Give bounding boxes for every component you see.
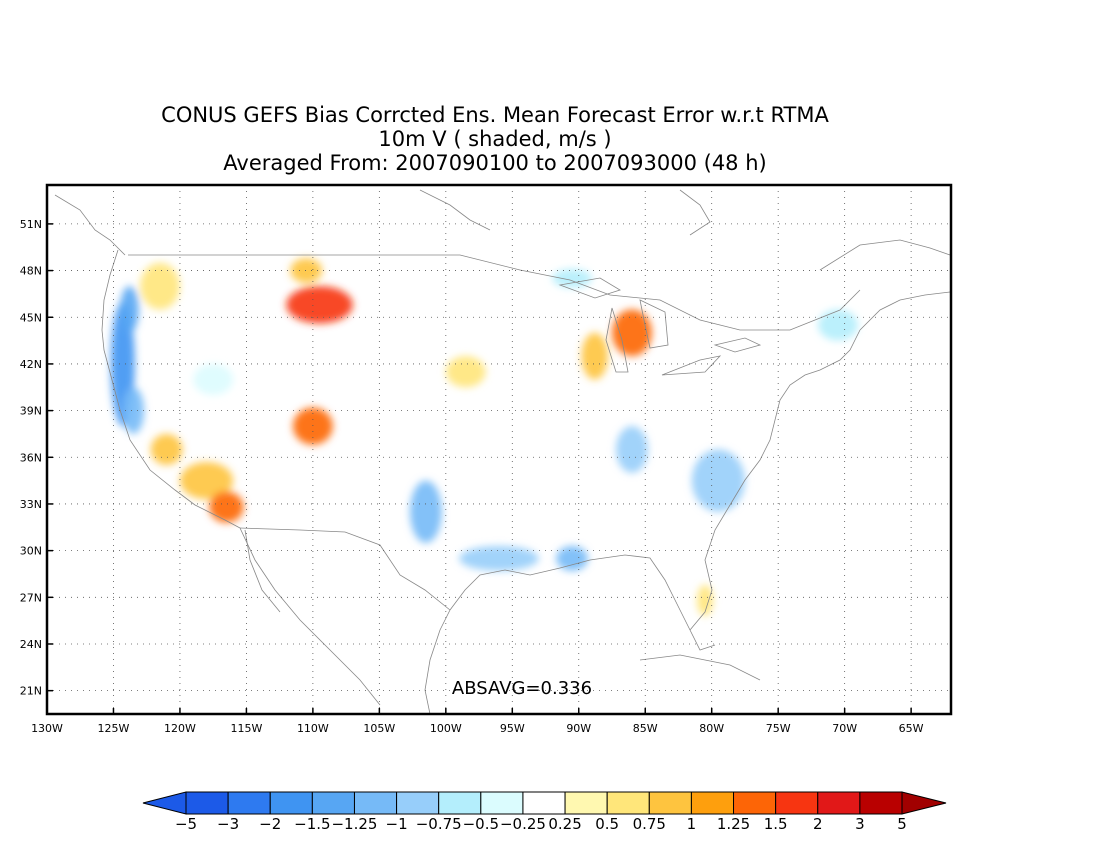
colorbar-swatch-2 <box>269 791 313 815</box>
lat-tick-label: 45N <box>20 311 42 324</box>
field-blob-21 <box>193 363 234 396</box>
field-blob-17 <box>552 269 593 288</box>
colorbar-swatch-7 <box>480 791 524 815</box>
lon-tick-label: 75W <box>766 722 791 735</box>
colorbar-label: 2 <box>813 815 823 833</box>
lat-tick-label: 51N <box>20 218 42 231</box>
coastlines-and-borders <box>54 189 951 714</box>
colorbar-label: −0.5 <box>463 815 499 833</box>
lat-tick-label: 48N <box>20 265 42 278</box>
field-blob-9 <box>292 407 333 445</box>
colorbar-swatch-16 <box>859 791 903 815</box>
colorbar-swatch-10 <box>606 791 650 815</box>
colorbar-swatch-13 <box>733 791 777 815</box>
lat-tick-label: 24N <box>20 638 42 651</box>
title-line-2: 10m V ( shaded, m/s ) <box>378 127 612 151</box>
colorbar-label: −3 <box>217 815 239 833</box>
field-blob-10 <box>409 480 442 543</box>
colorbar-swatch-14 <box>775 791 819 815</box>
colorbar-swatch-12 <box>690 791 735 815</box>
colorbar: −5 −3 −2 −1.5 −1.25 −1 −0.75 −0.5 −0.25 0.25 0.5 0.… <box>142 791 947 833</box>
field-blob-12 <box>556 545 589 571</box>
lon-tick-label: 115W <box>230 722 262 735</box>
colorbar-label: 5 <box>897 815 907 833</box>
field-blob-1 <box>120 286 139 333</box>
field-blob-2 <box>122 387 145 434</box>
colorbar-label: −2 <box>259 815 281 833</box>
colorbar-swatch-6 <box>438 791 482 815</box>
colorbar-label: 1.25 <box>717 815 750 833</box>
colorbar-swatch-5 <box>396 791 440 815</box>
lat-tick-label: 21N <box>20 685 42 698</box>
field-blob-15 <box>615 426 648 473</box>
lat-tick-label: 39N <box>20 405 42 418</box>
lon-tick-label: 70W <box>832 722 857 735</box>
field-blob-6 <box>209 491 244 523</box>
lon-tick-label: 65W <box>899 722 924 735</box>
map-frame <box>45 183 953 716</box>
colorbar-label: −1.5 <box>294 815 330 833</box>
lon-tick-label: 120W <box>164 722 196 735</box>
colorbar-swatch-9 <box>564 791 608 815</box>
field-blob-16 <box>691 449 745 512</box>
colorbar-label: 0.75 <box>633 815 666 833</box>
colorbar-label: −0.75 <box>416 815 462 833</box>
absavg-annotation: ABSAVG=0.336 <box>452 678 592 699</box>
colorbar-swatch-4 <box>353 791 398 815</box>
colorbar-left-arrow <box>142 791 187 815</box>
field-blob-7 <box>286 286 353 324</box>
colorbar-label: −5 <box>175 815 197 833</box>
lon-tick-label: 90W <box>566 722 591 735</box>
colorbar-swatch-3 <box>311 791 355 815</box>
title-line-1: CONUS GEFS Bias Corrcted Ens. Mean Forec… <box>161 103 829 127</box>
colorbar-label: 3 <box>855 815 865 833</box>
lon-tick-label: 95W <box>500 722 525 735</box>
colorbar-label: −1.25 <box>331 815 377 833</box>
lon-tick-label: 80W <box>699 722 724 735</box>
lat-tick-label: 30N <box>20 545 42 558</box>
field-blob-13 <box>612 309 652 357</box>
colorbar-label: 0.5 <box>595 815 619 833</box>
title-line-3: Averaged From: 2007090100 to 2007093000 … <box>223 151 767 175</box>
lat-tick-label: 27N <box>20 591 42 604</box>
field-blob-5 <box>179 461 234 500</box>
lon-tick-label: 110W <box>297 722 329 735</box>
colorbar-label: 1 <box>687 815 697 833</box>
axis-ticks: 130W 125W 120W 115W 110W 105W 100W 95W 90W 85W 80W… <box>20 218 924 735</box>
lon-tick-label: 125W <box>98 722 130 735</box>
lon-tick-label: 105W <box>363 722 395 735</box>
field-blob-19 <box>697 584 714 616</box>
colorbar-right-arrow <box>901 791 947 815</box>
field-blob-4 <box>150 433 183 466</box>
field-blob-3 <box>140 262 180 310</box>
colorbar-swatch-8 <box>522 791 566 815</box>
field-blob-8 <box>290 258 323 284</box>
field-blob-20 <box>445 356 486 388</box>
lon-tick-label: 130W <box>31 722 63 735</box>
colorbar-label: 0.25 <box>548 815 581 833</box>
colorbar-swatch-11 <box>648 791 692 815</box>
lon-tick-label: 100W <box>430 722 462 735</box>
lat-tick-label: 36N <box>20 451 42 464</box>
field-blob-14 <box>581 332 609 380</box>
field-blob-11 <box>459 545 539 571</box>
lat-lon-grid <box>47 185 951 714</box>
colorbar-label: −1 <box>386 815 408 833</box>
shaded-field <box>110 258 858 616</box>
field-blob-18 <box>818 309 858 341</box>
map-title: CONUS GEFS Bias Corrcted Ens. Mean Forec… <box>40 103 950 175</box>
colorbar-label: −0.25 <box>500 815 546 833</box>
colorbar-swatch-15 <box>817 791 861 815</box>
lat-tick-label: 33N <box>20 498 42 511</box>
colorbar-swatch-0 <box>185 791 229 815</box>
colorbar-swatch-1 <box>227 791 271 815</box>
lat-tick-label: 42N <box>20 358 42 371</box>
lon-tick-label: 85W <box>633 722 658 735</box>
colorbar-label: 1.5 <box>764 815 788 833</box>
